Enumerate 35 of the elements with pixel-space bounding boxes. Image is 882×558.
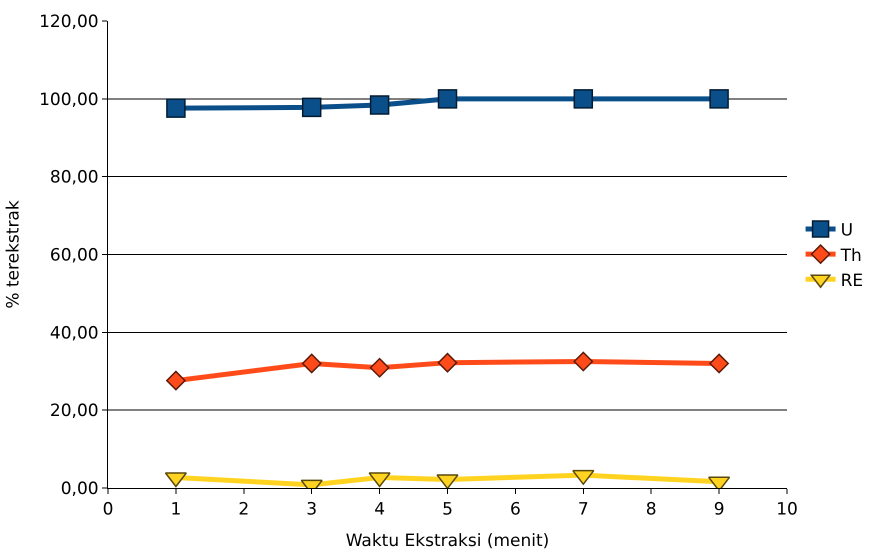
y-tick-label: 20,00: [50, 401, 99, 422]
point: [166, 98, 186, 118]
point: [709, 89, 729, 109]
x-tick-label: 2: [238, 499, 250, 520]
point: [302, 354, 322, 374]
y-axis-title: % terekstrak: [4, 200, 24, 309]
point: [370, 95, 390, 115]
y-tick-label: 100,00: [39, 90, 99, 110]
x-tick-label: 7: [578, 499, 589, 520]
y-tick-label: 0,00: [60, 478, 99, 499]
legend-label: Th: [840, 246, 862, 266]
point: [574, 89, 594, 109]
point: [370, 358, 390, 378]
y-tick-label: 80,00: [50, 168, 99, 188]
x-tick-label: 8: [646, 499, 657, 520]
x-tick-label: 6: [510, 499, 521, 520]
x-tick-label: 3: [306, 499, 318, 520]
point: [438, 352, 458, 373]
y-tick-label: 120,00: [39, 12, 99, 32]
legend-label: U: [840, 220, 854, 241]
y-tick-label: 40,00: [50, 323, 99, 344]
x-axis-title: Waktu Ekstraksi (menit): [346, 530, 550, 551]
point: [302, 98, 322, 118]
y-tick-label: 60,00: [50, 245, 99, 266]
point: [166, 370, 186, 390]
x-tick-label: 0: [102, 499, 114, 520]
legend-label: RE: [840, 270, 864, 291]
x-tick-label: 9: [714, 499, 725, 520]
point: [709, 354, 729, 374]
point: [573, 352, 594, 372]
x-tick-label: 5: [442, 499, 453, 520]
x-tick-label: 10: [776, 499, 798, 520]
x-tick-label: 4: [374, 499, 386, 520]
x-tick-label: 1: [170, 499, 182, 520]
point: [438, 89, 458, 109]
